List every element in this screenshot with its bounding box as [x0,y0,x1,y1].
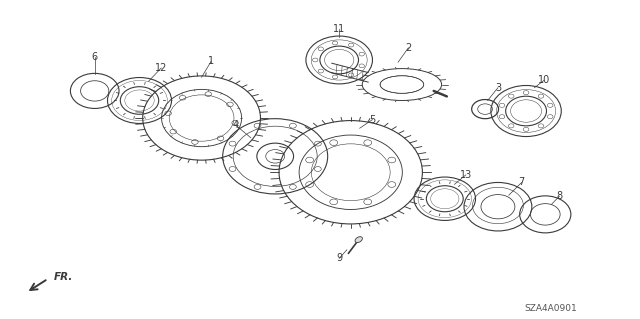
Text: 4: 4 [232,120,239,130]
Text: 12: 12 [155,63,168,73]
Text: 2: 2 [405,43,412,53]
Text: 8: 8 [556,191,563,201]
Text: 6: 6 [92,52,98,62]
Text: 9: 9 [336,253,342,263]
Text: SZA4A0901: SZA4A0901 [524,304,577,313]
Text: 1: 1 [208,56,214,66]
Text: 13: 13 [460,170,472,180]
Text: 10: 10 [538,75,550,85]
Ellipse shape [355,237,362,242]
Text: FR.: FR. [54,272,74,282]
Text: 7: 7 [518,177,525,188]
Text: 3: 3 [495,83,501,93]
Text: 5: 5 [369,115,376,125]
Text: 11: 11 [333,24,346,34]
